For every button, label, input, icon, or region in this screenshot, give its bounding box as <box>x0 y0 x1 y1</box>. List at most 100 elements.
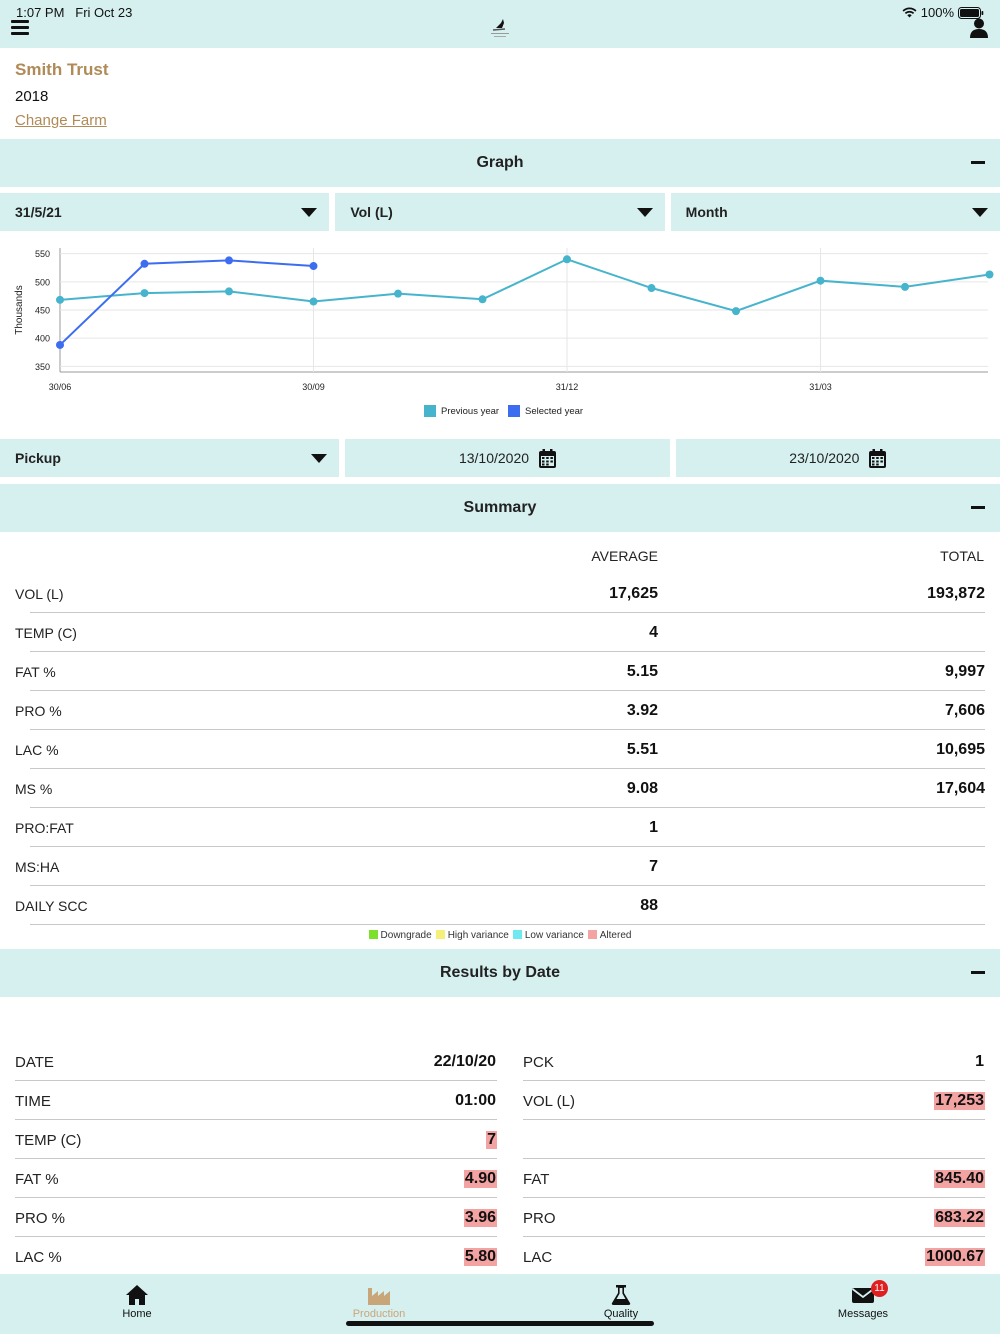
pickup-filters: Pickup 13/10/2020 23/10/2020 <box>0 439 1000 477</box>
variance-legend-swatch <box>512 930 522 939</box>
variance-legend-item: Downgrade <box>368 930 432 941</box>
y-tick-label: 500 <box>35 277 50 287</box>
data-point <box>985 270 994 279</box>
date-select[interactable]: 31/5/21 <box>0 193 330 231</box>
summary-row-label: FAT % <box>15 664 56 680</box>
collapse-summary-icon[interactable] <box>971 506 985 509</box>
graph-title: Graph <box>476 154 524 171</box>
data-point <box>816 276 825 285</box>
tab-home[interactable]: Home <box>77 1274 197 1334</box>
x-tick-label: 30/09 <box>302 382 325 392</box>
summary-section-header[interactable]: Summary <box>0 484 1000 532</box>
summary-row-label: TEMP (C) <box>15 625 77 641</box>
result-row: VOL (L) 17,253 <box>523 1081 985 1120</box>
average-column-header: AVERAGE <box>591 548 658 564</box>
result-value: 4.90 <box>463 1170 497 1188</box>
summary-row-total: 9,997 <box>944 663 985 680</box>
measure-select[interactable]: Vol (L) <box>335 193 665 231</box>
result-value: 683.22 <box>934 1209 985 1227</box>
result-value: 22/10/20 <box>433 1053 496 1070</box>
result-row: LAC 1000.67 <box>523 1237 985 1276</box>
volume-line-chart: Thousands 550 500 450 400 350 30/06 30/09 31/1… <box>14 248 994 417</box>
variance-legend-swatch <box>435 930 445 939</box>
x-tick-label: 30/06 <box>49 382 72 392</box>
data-point <box>309 297 318 306</box>
variance-legend-item: Low variance <box>512 930 584 941</box>
chevron-down-icon <box>301 208 318 217</box>
result-label: PCK <box>523 1054 554 1071</box>
result-value: 5.80 <box>463 1248 497 1266</box>
summary-row-average: 3.92 <box>626 702 658 719</box>
summary-row-label: DAILY SCC <box>15 898 88 914</box>
result-value: 17,253 <box>934 1092 985 1110</box>
chart-legend: Previous year Selected year <box>424 405 583 417</box>
variance-legend-swatch <box>587 930 597 939</box>
result-label: PRO <box>523 1210 556 1227</box>
data-point <box>56 340 64 349</box>
summary-row-label: MS % <box>15 781 53 797</box>
summary-row-average: 88 <box>640 897 658 914</box>
series-line-previous-year <box>59 258 990 313</box>
tab-quality[interactable]: Quality <box>561 1274 681 1334</box>
summary-row-average: 4 <box>649 624 658 641</box>
from-date-picker[interactable]: 13/10/2020 <box>345 439 670 477</box>
result-label: DATE <box>15 1054 54 1071</box>
summary-row: FAT % 5.15 9,997 <box>15 652 985 691</box>
result-label: LAC <box>523 1249 553 1266</box>
collapse-results-icon[interactable] <box>971 971 985 974</box>
data-point <box>901 282 909 291</box>
farm-name: Smith Trust <box>15 60 109 79</box>
tab-messages[interactable]: Messages 11 <box>803 1274 923 1334</box>
tab-quality-label: Quality <box>603 1308 639 1320</box>
wifi-icon <box>902 7 917 18</box>
legend-swatch <box>508 405 520 417</box>
summary-row-average: 5.51 <box>626 741 658 758</box>
results-section-header[interactable]: Results by Date <box>0 949 1000 997</box>
result-row: LAC % 5.80 <box>15 1237 497 1276</box>
tab-home-label: Home <box>122 1308 152 1320</box>
result-value: 7 <box>486 1131 497 1149</box>
summary-row-total: 7,606 <box>944 702 985 719</box>
y-axis-ticks: 550 500 450 400 350 <box>35 249 50 372</box>
to-date-picker[interactable]: 23/10/2020 <box>675 439 1000 477</box>
summary-row-average: 1 <box>649 819 658 836</box>
chevron-down-icon <box>636 208 653 217</box>
result-label: TEMP (C) <box>15 1132 82 1149</box>
result-value: 3.96 <box>463 1209 497 1227</box>
data-point <box>140 289 149 298</box>
summary-row: PRO % 3.92 7,606 <box>15 691 985 730</box>
summary-row-average: 7 <box>649 858 658 875</box>
chevron-down-icon <box>311 454 328 463</box>
tab-production[interactable]: Production <box>319 1274 439 1334</box>
change-farm-link[interactable]: Change Farm <box>15 112 107 129</box>
result-label: VOL (L) <box>523 1093 575 1110</box>
calendar-icon[interactable] <box>539 448 557 468</box>
data-point <box>225 287 233 296</box>
result-label: PRO % <box>15 1210 66 1227</box>
collapse-graph-icon[interactable] <box>971 161 985 164</box>
x-tick-label: 31/12 <box>556 382 579 392</box>
variance-legend-item: Altered <box>587 930 631 941</box>
period-select[interactable]: Month <box>670 193 1000 231</box>
summary-row-average: 17,625 <box>609 585 658 602</box>
summary-row-label: VOL (L) <box>15 586 64 602</box>
data-point <box>309 262 318 271</box>
graph-section-header[interactable]: Graph <box>0 139 1000 187</box>
summary-row: MS:HA 7 <box>15 847 985 886</box>
summary-row-label: MS:HA <box>15 859 60 875</box>
legend-swatch <box>424 405 436 417</box>
farm-year: 2018 <box>15 88 49 105</box>
result-value: 01:00 <box>455 1092 496 1109</box>
menu-icon[interactable] <box>11 20 29 38</box>
user-icon[interactable] <box>970 18 988 38</box>
brand-logo-icon <box>491 19 509 37</box>
total-column-header: TOTAL <box>940 548 984 564</box>
calendar-icon[interactable] <box>869 448 887 468</box>
envelope-icon <box>851 1288 875 1303</box>
result-label: LAC % <box>15 1249 62 1266</box>
data-point <box>647 284 656 293</box>
data-point <box>56 295 64 304</box>
result-row: DATE 22/10/20 <box>15 1042 497 1081</box>
graph-filters: 31/5/21 Vol (L) Month <box>0 193 1000 231</box>
pickup-select[interactable]: Pickup <box>0 439 340 477</box>
